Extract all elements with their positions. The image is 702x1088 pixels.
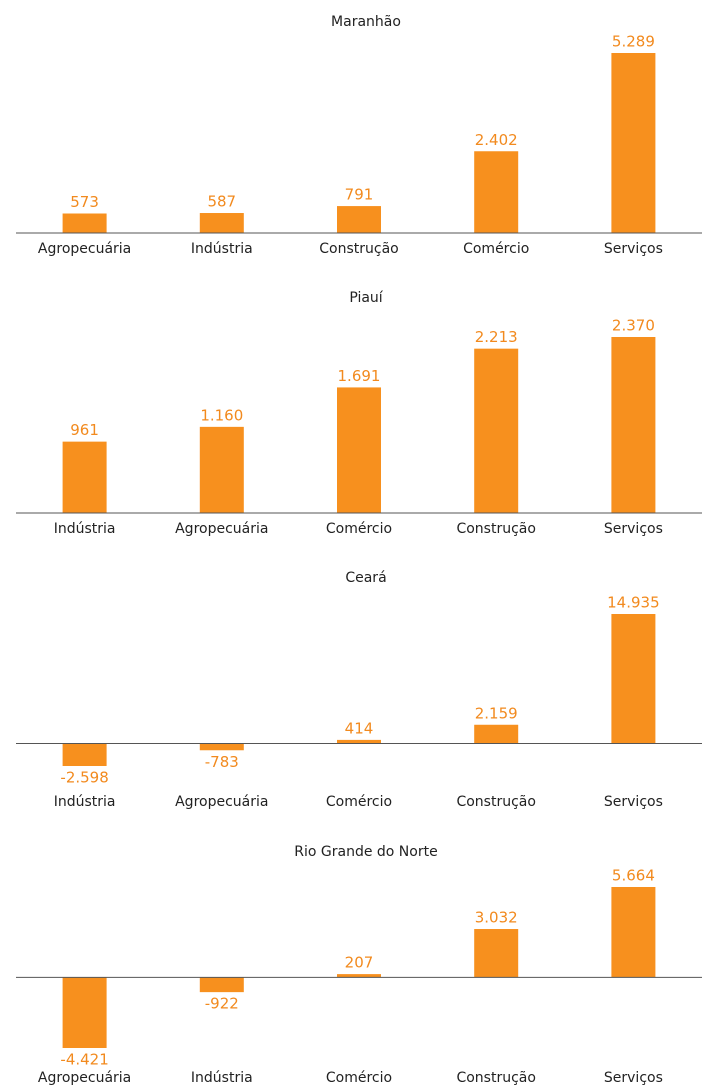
bar: [199, 977, 244, 993]
bar: [474, 929, 519, 978]
value-label: 1.160: [200, 406, 243, 424]
bar: [474, 724, 519, 744]
value-label: 2.159: [475, 704, 518, 722]
x-tick-label: Serviços: [604, 794, 663, 810]
value-label: 5.289: [612, 33, 655, 51]
bar: [474, 151, 519, 233]
bar: [62, 977, 107, 1048]
value-label: -2.598: [60, 769, 108, 787]
value-label: 961: [70, 421, 99, 439]
x-tick-label: Agropecuária: [175, 794, 268, 810]
x-tick-label: Comércio: [326, 521, 392, 537]
x-tick-label: Indústria: [54, 794, 116, 810]
x-tick-label: Serviços: [604, 1070, 663, 1086]
x-tick-label: Agropecuária: [38, 1070, 131, 1086]
value-label: 791: [345, 186, 374, 204]
bar: [337, 974, 381, 978]
x-tick-label: Construção: [456, 794, 535, 810]
value-label: 3.032: [475, 909, 518, 927]
bar: [199, 426, 244, 513]
value-label: 1.691: [338, 367, 381, 385]
chart-title: Rio Grande do Norte: [294, 844, 437, 860]
value-label: -4.421: [60, 1051, 108, 1069]
value-label: 2.402: [475, 131, 518, 149]
x-tick-label: Indústria: [191, 241, 253, 257]
value-label: 414: [345, 719, 374, 737]
value-label: 587: [207, 193, 236, 211]
bar: [474, 348, 519, 513]
bar: [611, 614, 656, 744]
bar: [199, 213, 244, 233]
value-label: 14.935: [607, 594, 660, 612]
bar: [611, 53, 656, 233]
bar: [62, 743, 107, 766]
x-tick-label: Comércio: [326, 1070, 392, 1086]
value-label: 2.213: [475, 328, 518, 346]
x-tick-label: Agropecuária: [38, 241, 131, 257]
chart-title: Ceará: [345, 570, 386, 586]
x-tick-label: Serviços: [604, 521, 663, 537]
x-tick-label: Comércio: [326, 794, 392, 810]
x-tick-label: Construção: [456, 521, 535, 537]
bar: [611, 337, 656, 513]
x-tick-label: Indústria: [191, 1070, 253, 1086]
value-label: 573: [70, 193, 99, 211]
bar: [199, 743, 244, 751]
bar: [611, 887, 656, 978]
x-tick-label: Serviços: [604, 241, 663, 257]
bar: [337, 206, 381, 233]
value-label: 5.664: [612, 867, 655, 885]
x-tick-label: Construção: [319, 241, 398, 257]
bar: [337, 739, 381, 744]
bar: [62, 213, 107, 233]
x-tick-label: Comércio: [463, 241, 529, 257]
chart-title: Maranhão: [331, 14, 401, 30]
value-label: -922: [205, 995, 239, 1013]
value-label: 207: [345, 954, 374, 972]
bar: [337, 387, 381, 513]
x-tick-label: Construção: [456, 1070, 535, 1086]
chart-title: Piauí: [349, 290, 383, 306]
x-tick-label: Agropecuária: [175, 521, 268, 537]
x-tick-label: Indústria: [54, 521, 116, 537]
value-label: 2.370: [612, 317, 655, 335]
bar: [62, 441, 107, 513]
value-label: -783: [205, 753, 239, 771]
